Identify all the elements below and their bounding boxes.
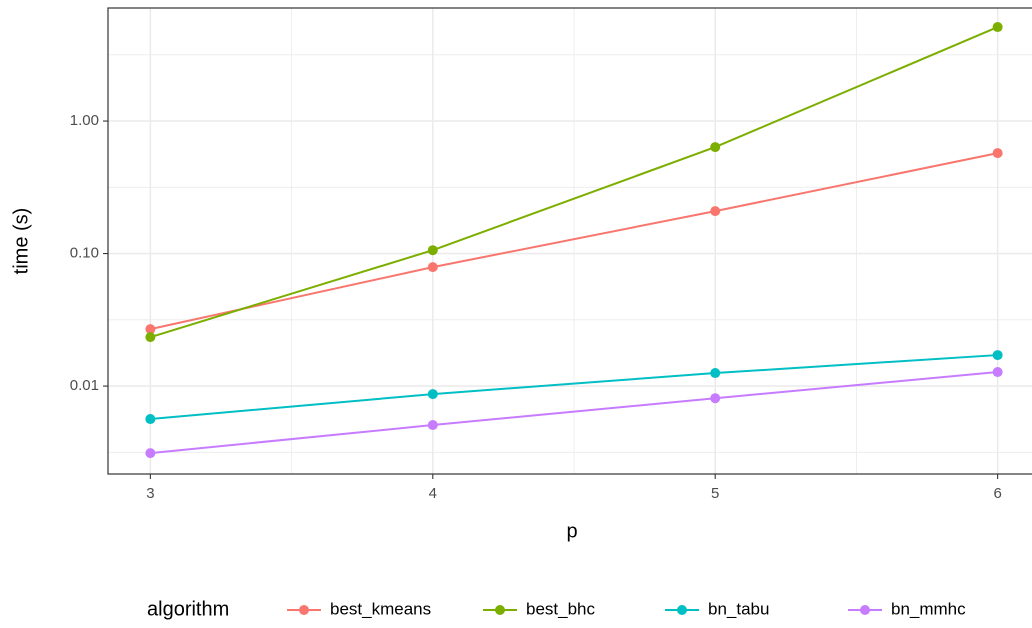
marks <box>145 22 1003 459</box>
data-point <box>145 332 156 343</box>
data-point <box>145 414 156 425</box>
data-point <box>710 368 721 379</box>
y-tick-label: 0.01 <box>70 377 99 394</box>
legend-label: bn_mmhc <box>891 599 966 618</box>
legend-label: best_bhc <box>526 599 595 618</box>
data-point <box>427 262 438 273</box>
data-point <box>427 389 438 400</box>
y-tick-label: 1.00 <box>70 112 99 129</box>
legend-key-point <box>495 605 505 615</box>
legend-label: best_kmeans <box>330 599 431 618</box>
y-tick-label: 0.10 <box>70 245 99 262</box>
series-line <box>150 354 998 421</box>
legend-key-point <box>860 605 870 615</box>
legend-key-point <box>677 605 687 615</box>
x-axis-title: p <box>566 520 577 542</box>
legend-key-point <box>299 605 309 615</box>
legend-item: bn_tabu <box>665 599 769 618</box>
x-tick-label: 4 <box>429 485 437 502</box>
data-point <box>992 350 1003 361</box>
legend-item: best_kmeans <box>287 599 431 618</box>
legend-title: algorithm <box>147 598 229 620</box>
data-point <box>992 148 1003 159</box>
series-line <box>150 152 998 331</box>
panel-border <box>107 7 1032 475</box>
x-tick-label: 6 <box>993 485 1001 502</box>
data-point <box>427 245 438 256</box>
data-point <box>145 324 156 335</box>
data-point <box>710 393 721 404</box>
x-tick-label: 5 <box>711 485 719 502</box>
data-point <box>710 206 721 217</box>
data-point <box>427 420 438 431</box>
data-point <box>992 367 1003 378</box>
data-point <box>145 448 156 459</box>
y-axis-title: time (s) <box>10 208 32 275</box>
series-line <box>150 371 998 455</box>
x-tick-label: 3 <box>146 485 154 502</box>
legend-item: best_bhc <box>483 599 595 618</box>
legend-label: bn_tabu <box>708 599 769 618</box>
data-point <box>710 142 721 153</box>
legend-item: bn_mmhc <box>848 599 966 618</box>
data-point <box>992 22 1003 33</box>
series-line <box>150 26 999 339</box>
